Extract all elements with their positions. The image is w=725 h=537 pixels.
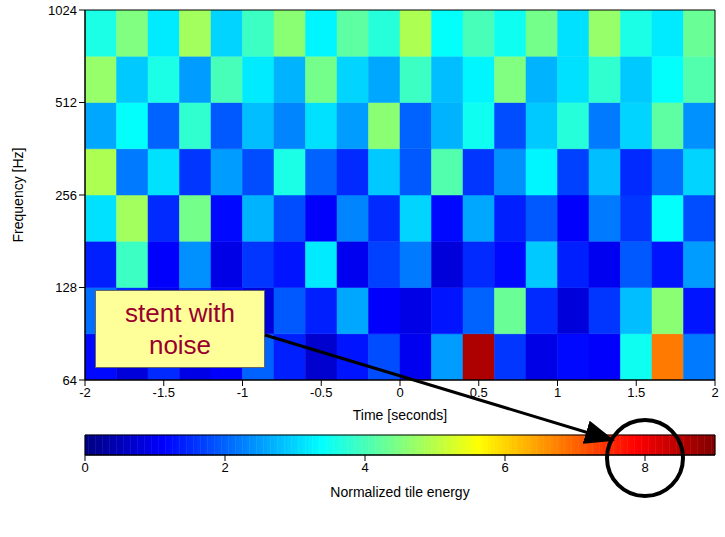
svg-text:64: 64 [63, 373, 77, 388]
svg-text:1.5: 1.5 [627, 385, 645, 400]
html-text:stent with: stent with [125, 298, 235, 328]
svg-text:128: 128 [55, 280, 77, 295]
svg-text:-1: -1 [237, 385, 249, 400]
svg-text:256: 256 [55, 188, 77, 203]
svg-text:1024: 1024 [48, 3, 77, 18]
svg-text:Normalized tile energy: Normalized tile energy [330, 484, 469, 500]
svg-text:2: 2 [711, 385, 718, 400]
svg-text:-1.5: -1.5 [153, 385, 175, 400]
html-text:noise: noise [148, 330, 212, 360]
svg-text:6: 6 [501, 460, 508, 475]
svg-text:512: 512 [55, 95, 77, 110]
svg-text:4: 4 [361, 460, 368, 475]
svg-text:Time [seconds]: Time [seconds] [353, 407, 447, 423]
svg-text:0: 0 [396, 385, 403, 400]
svg-text:-0.5: -0.5 [310, 385, 332, 400]
svg-text:1: 1 [554, 385, 561, 400]
svg-text:8: 8 [641, 460, 648, 475]
svg-text:-2: -2 [79, 385, 91, 400]
svg-text:0.5: 0.5 [470, 385, 488, 400]
svg-text:0: 0 [81, 460, 88, 475]
svg-text:2: 2 [221, 460, 228, 475]
svg-text:Frequency [Hz]: Frequency [Hz] [10, 148, 26, 243]
